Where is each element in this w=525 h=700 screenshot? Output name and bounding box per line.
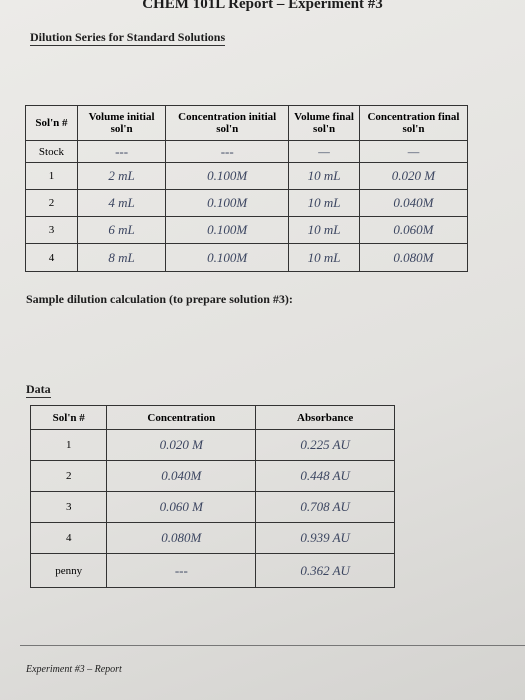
row-label: 2 (29, 460, 108, 492)
column-header: Sol'n # (29, 405, 108, 430)
report-title: CHEM 101L Report – Experiment #3 (142, 0, 383, 12)
handwritten-cell: 0.100M (165, 216, 290, 244)
handwritten-cell: 0.448 AU (255, 460, 395, 492)
handwritten-cell: 0.040M (106, 460, 257, 492)
handwritten-cell: 0.708 AU (255, 491, 395, 523)
handwritten-cell: 0.100M (165, 189, 290, 217)
row-label: 3 (29, 491, 108, 523)
handwritten-cell: 0.060M (358, 216, 469, 244)
handwritten-cell: 4 mL (76, 189, 167, 217)
table-row: 2 0.040M 0.448 AU (29, 460, 395, 492)
handwritten-cell: 10 mL (288, 216, 360, 244)
section-title: Dilution Series for Standard Solutions (30, 30, 226, 46)
handwritten-cell: 0.362 AU (255, 553, 395, 588)
handwritten-cell: — (358, 140, 469, 163)
table-row: 4 0.080M 0.939 AU (29, 522, 395, 554)
row-label: 3 (25, 216, 78, 244)
handwritten-cell: 10 mL (288, 243, 360, 272)
handwritten-cell: --- (165, 140, 290, 163)
row-label: 1 (29, 429, 108, 461)
handwritten-cell: 0.100M (165, 243, 290, 272)
column-header: Absorbance (255, 405, 395, 430)
table-row: Stock --- --- — — (25, 140, 469, 163)
table-row: 3 0.060 M 0.708 AU (29, 491, 395, 523)
data-table: Sol'n # Concentration Absorbance 1 0.020 M 0.… (29, 405, 395, 588)
header-row: Sol'n # Volume initial sol'n Concentration… (25, 105, 469, 141)
handwritten-cell: — (288, 140, 360, 163)
column-header: Concentration (106, 405, 257, 430)
footer: Experiment #3 – Report (26, 664, 122, 675)
handwritten-cell: 0.939 AU (255, 522, 395, 554)
row-label: Stock (25, 140, 78, 163)
handwritten-cell: 0.080M (358, 243, 469, 272)
sample-calculation: Sample dilution calculation (to prepare … (26, 292, 293, 306)
header-row: Sol'n # Concentration Absorbance (29, 405, 395, 430)
handwritten-cell: 10 mL (288, 189, 360, 217)
handwritten-cell: 0.040M (358, 189, 469, 217)
handwritten-cell: --- (106, 553, 257, 588)
table-row: 1 0.020 M 0.225 AU (29, 429, 395, 461)
handwritten-cell: 0.020 M (358, 162, 469, 190)
handwritten-cell: 10 mL (288, 162, 360, 190)
column-header: Concentration initial sol'n (165, 105, 290, 141)
table-row: penny --- 0.362 AU (29, 553, 395, 588)
handwritten-cell: 8 mL (76, 243, 167, 272)
handwritten-cell: --- (76, 140, 167, 163)
row-label: 1 (25, 162, 78, 190)
dilution-table: Sol'n # Volume initial sol'n Concentration… (25, 105, 469, 272)
handwritten-cell: 0.080M (106, 522, 257, 554)
row-label: 2 (25, 189, 78, 217)
handwritten-cell: 0.225 AU (255, 429, 395, 461)
header-row: Sol'n # Volume initial sol'n Concentration… (25, 105, 469, 141)
column-header: Concentration final sol'n (358, 105, 469, 141)
divider (20, 645, 525, 646)
column-header: Sol'n # (25, 105, 78, 141)
handwritten-cell: 0.020 M (106, 429, 257, 461)
column-header: Volume final sol'n (288, 105, 360, 141)
section-title: Data (26, 382, 51, 398)
handwritten-cell: 6 mL (76, 216, 167, 244)
header-row: Sol'n # Concentration Absorbance (29, 405, 395, 430)
handwritten-cell: 2 mL (76, 162, 167, 190)
handwritten-cell: 0.060 M (106, 491, 257, 523)
handwritten-cell: 0.100M (165, 162, 290, 190)
row-label: 4 (25, 243, 78, 272)
row-label: penny (29, 553, 108, 588)
row-label: 4 (29, 522, 108, 554)
column-header: Volume initial sol'n (76, 105, 167, 141)
